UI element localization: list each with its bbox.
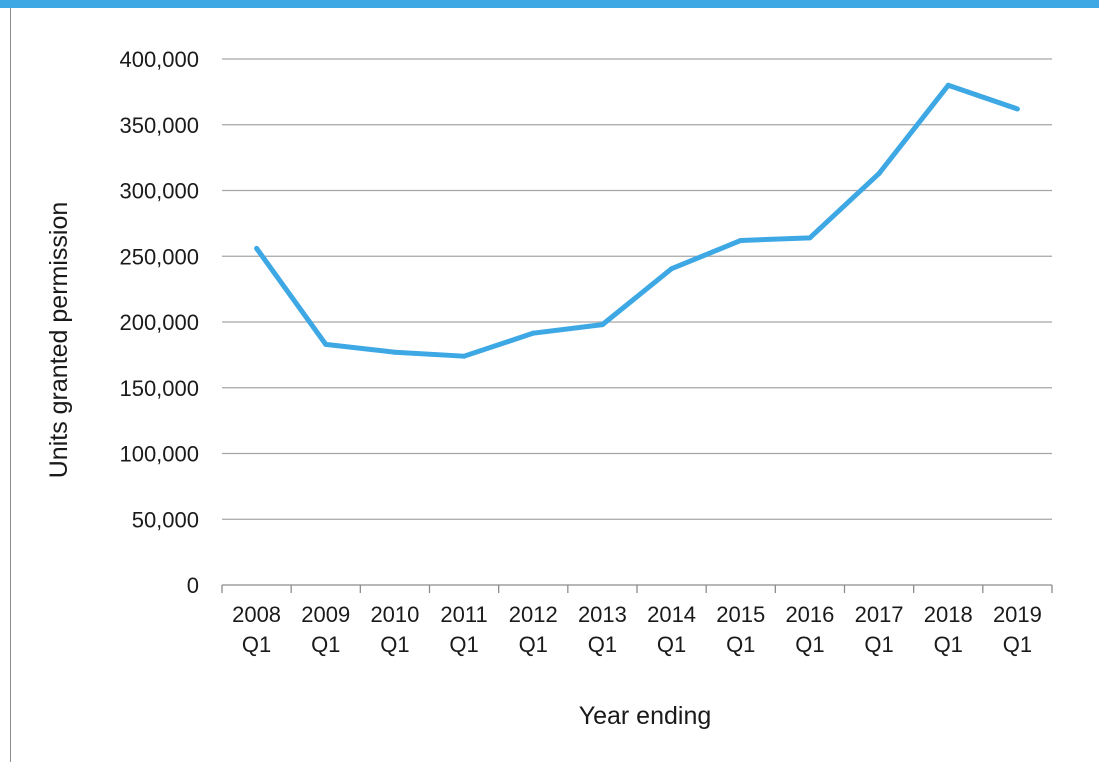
y-axis-label: Units granted permission (45, 202, 73, 479)
x-axis-label: Year ending (579, 702, 712, 730)
x-tick-label: 2009 Q1 (301, 602, 350, 657)
y-tick-label: 150,000 (119, 376, 199, 401)
data-point (876, 170, 882, 176)
axes (221, 584, 1053, 593)
x-tick-label: 2017 Q1 (855, 602, 904, 657)
y-tick-label: 400,000 (119, 47, 199, 72)
x-tick-label: 2015 Q1 (716, 602, 765, 657)
data-point (392, 349, 398, 355)
x-tick-label: 2010 Q1 (370, 602, 419, 657)
y-tick-label: 200,000 (119, 310, 199, 335)
x-tick-label: 2011 Q1 (440, 602, 487, 657)
y-tick-label: 250,000 (119, 244, 199, 269)
data-point (461, 353, 467, 359)
x-tick-labels: 2008 Q1 2009 Q1 2010 Q1 2011 Q1 2012 Q1 2013 Q1 2014… (232, 602, 1042, 657)
gridlines (222, 58, 1052, 520)
series-line (254, 82, 1019, 359)
x-tick-label: 2012 Q1 (509, 602, 558, 657)
data-point (323, 341, 329, 347)
x-tick-label: 2016 Q1 (785, 602, 834, 657)
x-tick-label: 2014 Q1 (647, 602, 696, 657)
data-point (599, 322, 605, 328)
left-border-rule (10, 8, 11, 762)
data-point (945, 82, 951, 88)
y-tick-label: 0 (187, 573, 199, 598)
x-tick-label: 2008 Q1 (232, 602, 281, 657)
x-tick-label: 2019 Q1 (993, 602, 1042, 657)
y-tick-label: 300,000 (119, 179, 199, 204)
data-point (807, 235, 813, 241)
data-point (738, 237, 744, 243)
top-accent-bar (0, 0, 1099, 8)
data-point (254, 245, 260, 251)
y-tick-labels: 0 50,000 100,000 150,000 200,000 250,000 300,0… (119, 47, 199, 598)
y-tick-label: 350,000 (119, 113, 199, 138)
x-tick-label: 2018 Q1 (924, 602, 973, 657)
data-point (530, 330, 536, 336)
series (254, 82, 1020, 359)
x-tick-label: 2013 Q1 (578, 602, 627, 657)
data-point (669, 266, 675, 272)
y-tick-label: 50,000 (132, 507, 199, 532)
data-point (1014, 106, 1020, 112)
y-tick-label: 100,000 (119, 442, 199, 467)
